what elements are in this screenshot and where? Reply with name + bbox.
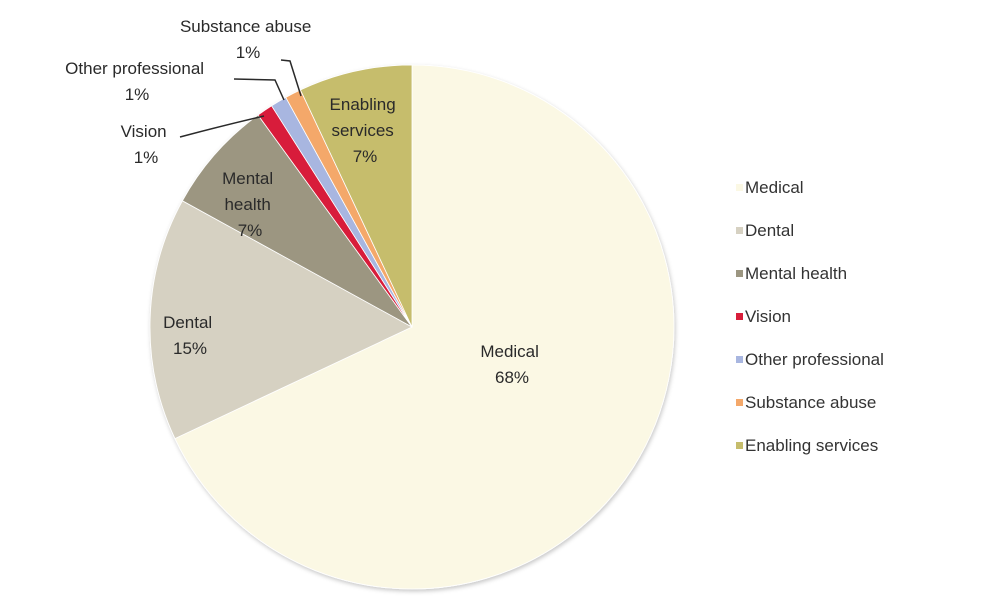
legend-label-dental: Dental (745, 221, 794, 240)
pie-slice-mental-health (181, 114, 413, 328)
leader-line-other-professional (233, 78, 285, 101)
legend-swatch-enabling-services (736, 442, 743, 449)
legend-swatch-medical (736, 184, 743, 191)
label-mental-health: Mental health 7% (222, 169, 278, 240)
legend-label-mental-health: Mental health (745, 264, 847, 283)
label-vision: Vision 1% (121, 122, 172, 167)
legend-label-substance-abuse: Substance abuse (745, 393, 876, 412)
leader-line-substance-abuse (280, 59, 302, 97)
pie-slices (149, 64, 675, 590)
label-medical: Medical 68% (480, 342, 543, 387)
legend-label-other-professional: Other professional (745, 350, 884, 369)
leader-line-vision (179, 115, 265, 138)
legend-swatch-other-professional (736, 356, 743, 363)
legend: Medical Dental Mental health Vision Other pr… (736, 178, 884, 455)
legend-swatch-substance-abuse (736, 399, 743, 406)
pie-slice-enabling-services (299, 64, 413, 328)
label-enabling-services: Enabling services 7% (330, 95, 401, 166)
legend-swatch-dental (736, 227, 743, 234)
label-substance-abuse: Substance abuse 1% (180, 17, 316, 62)
legend-swatch-mental-health (736, 270, 743, 277)
legend-label-enabling-services: Enabling services (745, 436, 878, 455)
label-dental: Dental 15% (163, 313, 217, 358)
leader-lines (179, 59, 302, 138)
legend-label-medical: Medical (745, 178, 804, 197)
label-other-professional: Other professional 1% (65, 59, 209, 104)
pie-slice-medical (174, 64, 675, 590)
legend-swatch-vision (736, 313, 743, 320)
pie-slice-dental (149, 200, 413, 440)
legend-label-vision: Vision (745, 307, 791, 326)
